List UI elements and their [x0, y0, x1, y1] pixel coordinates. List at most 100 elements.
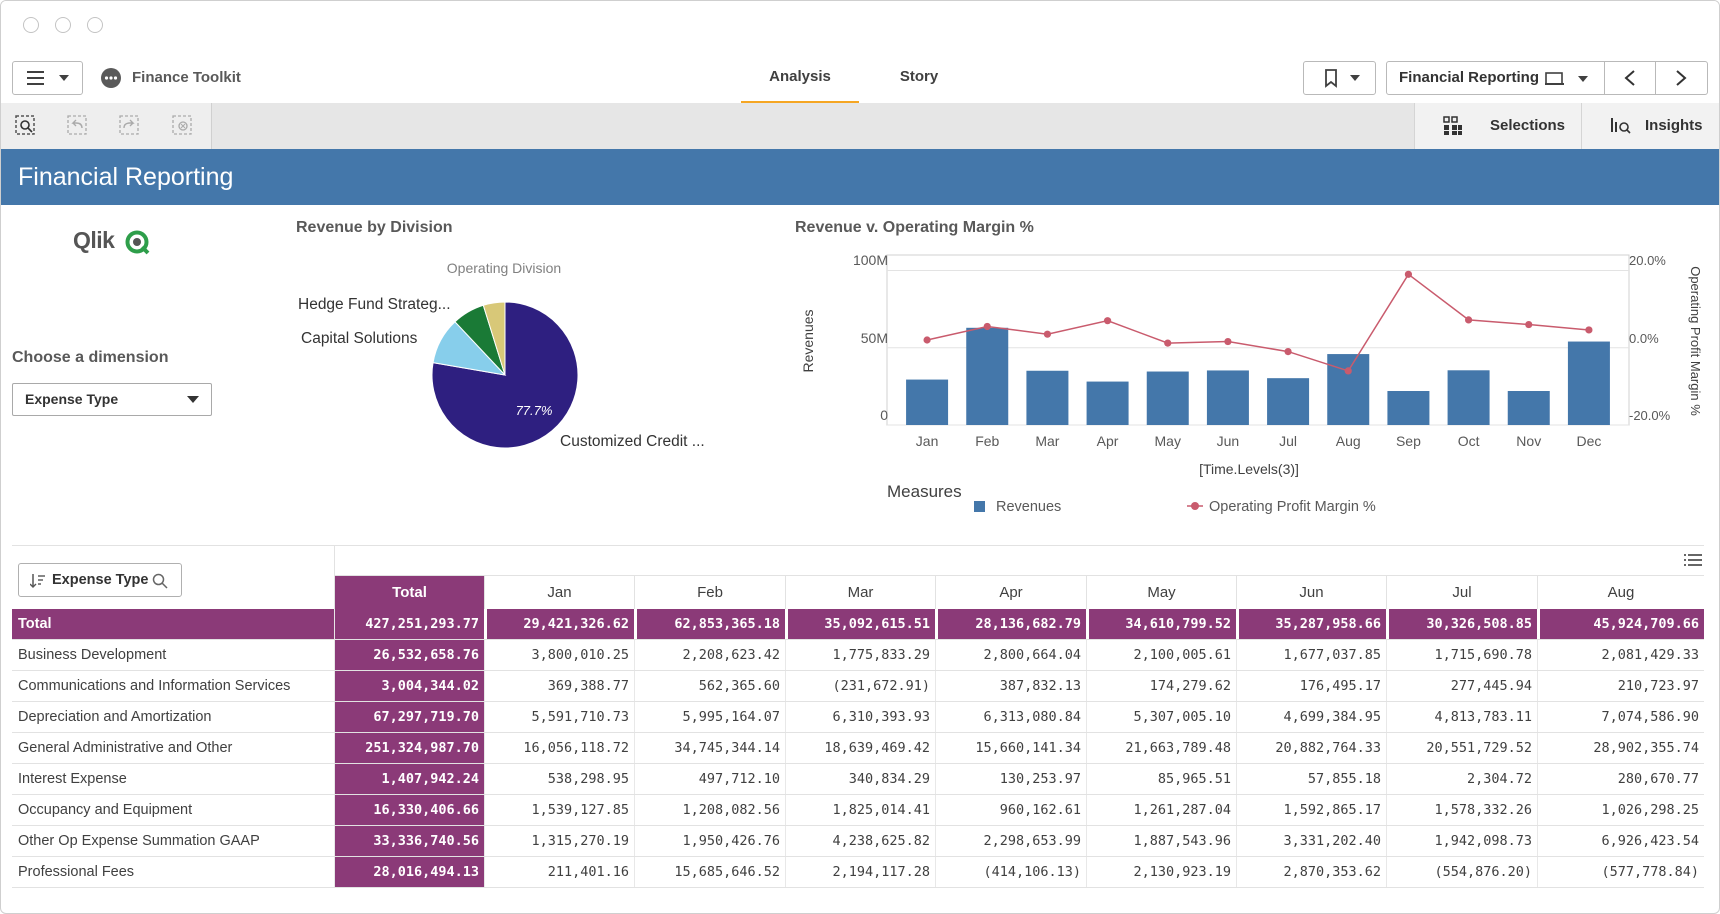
sheet-navigator: Financial Reporting — [1386, 61, 1708, 95]
table-total-row[interactable]: Total 427,251,293.77 29,421,326.62 62,853,3… — [12, 609, 1704, 640]
value-cell: 174,279.62 — [1086, 671, 1236, 701]
pie-slice[interactable] — [482, 301, 506, 376]
total-row-label: Total — [18, 616, 52, 632]
revenue-bar[interactable] — [1086, 381, 1129, 425]
row-label: Depreciation and Amortization — [18, 709, 212, 725]
pie-slice[interactable] — [431, 301, 579, 449]
legend-item-revenues[interactable]: Revenues — [996, 499, 1061, 515]
revenue-bar[interactable] — [1206, 370, 1249, 425]
total-cell: 26,532,658.76 — [334, 640, 484, 670]
previous-sheet-icon[interactable] — [1605, 62, 1655, 94]
margin-point[interactable] — [923, 336, 931, 344]
window-close-button[interactable] — [23, 17, 39, 33]
margin-point[interactable] — [1585, 326, 1593, 334]
column-header-total[interactable]: Total — [334, 575, 484, 609]
combo-chart-title: Revenue v. Operating Margin % — [795, 219, 1034, 236]
tab-story[interactable]: Story — [899, 68, 939, 85]
selection-tools — [1, 103, 212, 149]
app-title: Finance Toolkit — [132, 69, 241, 86]
x-axis-label: [Time.Levels(3)] — [1199, 461, 1299, 477]
table-menu-icon[interactable] — [1684, 553, 1702, 567]
table-row[interactable]: Interest Expense 1,407,942.24 538,298.95 49… — [12, 764, 1704, 795]
margin-point[interactable] — [1164, 339, 1172, 347]
value-cell: 35,287,958.66 — [1236, 609, 1386, 639]
value-cell: 960,162.61 — [935, 795, 1086, 825]
value-cell: 4,699,384.95 — [1236, 702, 1386, 732]
revenue-bar[interactable] — [1267, 378, 1310, 425]
revenue-bar[interactable] — [1387, 391, 1430, 425]
x-tick-label: Apr — [1097, 433, 1119, 449]
value-cell: 30,326,508.85 — [1386, 609, 1537, 639]
revenue-bar[interactable] — [1567, 341, 1610, 425]
column-header-month[interactable]: Apr — [935, 575, 1086, 609]
margin-point[interactable] — [1344, 367, 1352, 375]
margin-point[interactable] — [1043, 330, 1052, 338]
smart-search-icon[interactable] — [15, 115, 37, 137]
pie-chart: Operating Division Hedge Fund Strateg...… — [298, 260, 705, 450]
revenue-bar[interactable] — [1026, 370, 1069, 425]
revenue-bar[interactable] — [1146, 371, 1189, 425]
table-row[interactable]: Professional Fees 28,016,494.13 211,401.16… — [12, 857, 1704, 888]
value-cell: 340,834.29 — [785, 764, 935, 794]
bookmark-button[interactable] — [1303, 61, 1376, 95]
dimension-dropdown[interactable]: Expense Type — [12, 383, 212, 416]
value-cell: 15,685,646.52 — [634, 857, 785, 887]
total-cell: 16,330,406.66 — [334, 795, 484, 825]
main-menu-button[interactable] — [12, 61, 83, 95]
value-cell: 45,924,709.66 — [1537, 609, 1704, 639]
legend-item-margin[interactable]: Operating Profit Margin % — [1209, 499, 1376, 515]
column-header-month[interactable]: Feb — [634, 575, 785, 609]
value-cell: 562,365.60 — [634, 671, 785, 701]
row-label: Occupancy and Equipment — [18, 802, 193, 818]
insights-button[interactable]: Insights — [1581, 103, 1719, 149]
value-cell: 1,261,287.04 — [1086, 795, 1236, 825]
revenue-bar[interactable] — [1327, 354, 1370, 425]
selections-button[interactable]: Selections — [1414, 103, 1581, 149]
value-cell: 1,825,014.41 — [785, 795, 935, 825]
app-options-icon[interactable] — [100, 67, 122, 89]
pivot-table: Expense Type Total Jan Feb Mar Apr May Jun Jul A… — [12, 545, 1704, 893]
revenue-bar[interactable] — [906, 379, 949, 425]
margin-point[interactable] — [1404, 270, 1413, 278]
tab-analysis[interactable]: Analysis — [741, 53, 859, 104]
sheet-selector-label[interactable]: Financial Reporting — [1399, 69, 1540, 86]
table-row[interactable]: Depreciation and Amortization 67,297,719.… — [12, 702, 1704, 733]
margin-point[interactable] — [1103, 317, 1112, 325]
column-header-month[interactable]: Aug — [1537, 575, 1704, 609]
column-header-month[interactable]: Jan — [484, 575, 634, 609]
step-forward-icon[interactable] — [119, 115, 141, 137]
margin-point[interactable] — [1525, 320, 1533, 329]
revenue-bar[interactable] — [1447, 370, 1490, 425]
margin-point[interactable] — [1464, 316, 1473, 324]
right-axis-tick: 0.0% — [1629, 331, 1659, 346]
next-sheet-icon[interactable] — [1656, 62, 1706, 94]
column-header-month[interactable]: Jun — [1236, 575, 1386, 609]
margin-point[interactable] — [1224, 337, 1232, 346]
selections-label: Selections — [1490, 117, 1566, 134]
table-row[interactable]: Business Development 26,532,658.76 3,800,0… — [12, 640, 1704, 671]
value-cell: 2,130,923.19 — [1086, 857, 1236, 887]
expense-type-filter-label: Expense Type — [52, 572, 149, 588]
value-cell: 3,331,202.40 — [1236, 826, 1386, 856]
window-minimize-button[interactable] — [55, 17, 71, 33]
revenue-bar[interactable] — [966, 327, 1009, 425]
chevron-down-icon — [187, 396, 199, 403]
right-axis-tick: -20.0% — [1629, 408, 1671, 423]
revenue-bar[interactable] — [1507, 391, 1550, 425]
column-header-month[interactable]: Mar — [785, 575, 935, 609]
value-cell: 4,813,783.11 — [1386, 702, 1537, 732]
table-row[interactable]: Communications and Information Services 3… — [12, 671, 1704, 702]
expense-type-filter[interactable]: Expense Type — [18, 563, 182, 597]
table-row[interactable]: Occupancy and Equipment 16,330,406.66 1,53… — [12, 795, 1704, 826]
sheet-list-icon[interactable] — [1545, 70, 1590, 88]
margin-point[interactable] — [1284, 347, 1292, 356]
table-row[interactable]: General Administrative and Other 251,324,… — [12, 733, 1704, 764]
clear-selections-icon[interactable] — [172, 115, 194, 137]
window-maximize-button[interactable] — [87, 17, 103, 33]
column-header-month[interactable]: May — [1086, 575, 1236, 609]
step-back-icon[interactable] — [67, 115, 89, 137]
total-cell: 1,407,942.24 — [334, 764, 484, 794]
margin-point[interactable] — [983, 322, 991, 331]
table-row[interactable]: Other Op Expense Summation GAAP 33,336,74… — [12, 826, 1704, 857]
column-header-month[interactable]: Jul — [1386, 575, 1537, 609]
